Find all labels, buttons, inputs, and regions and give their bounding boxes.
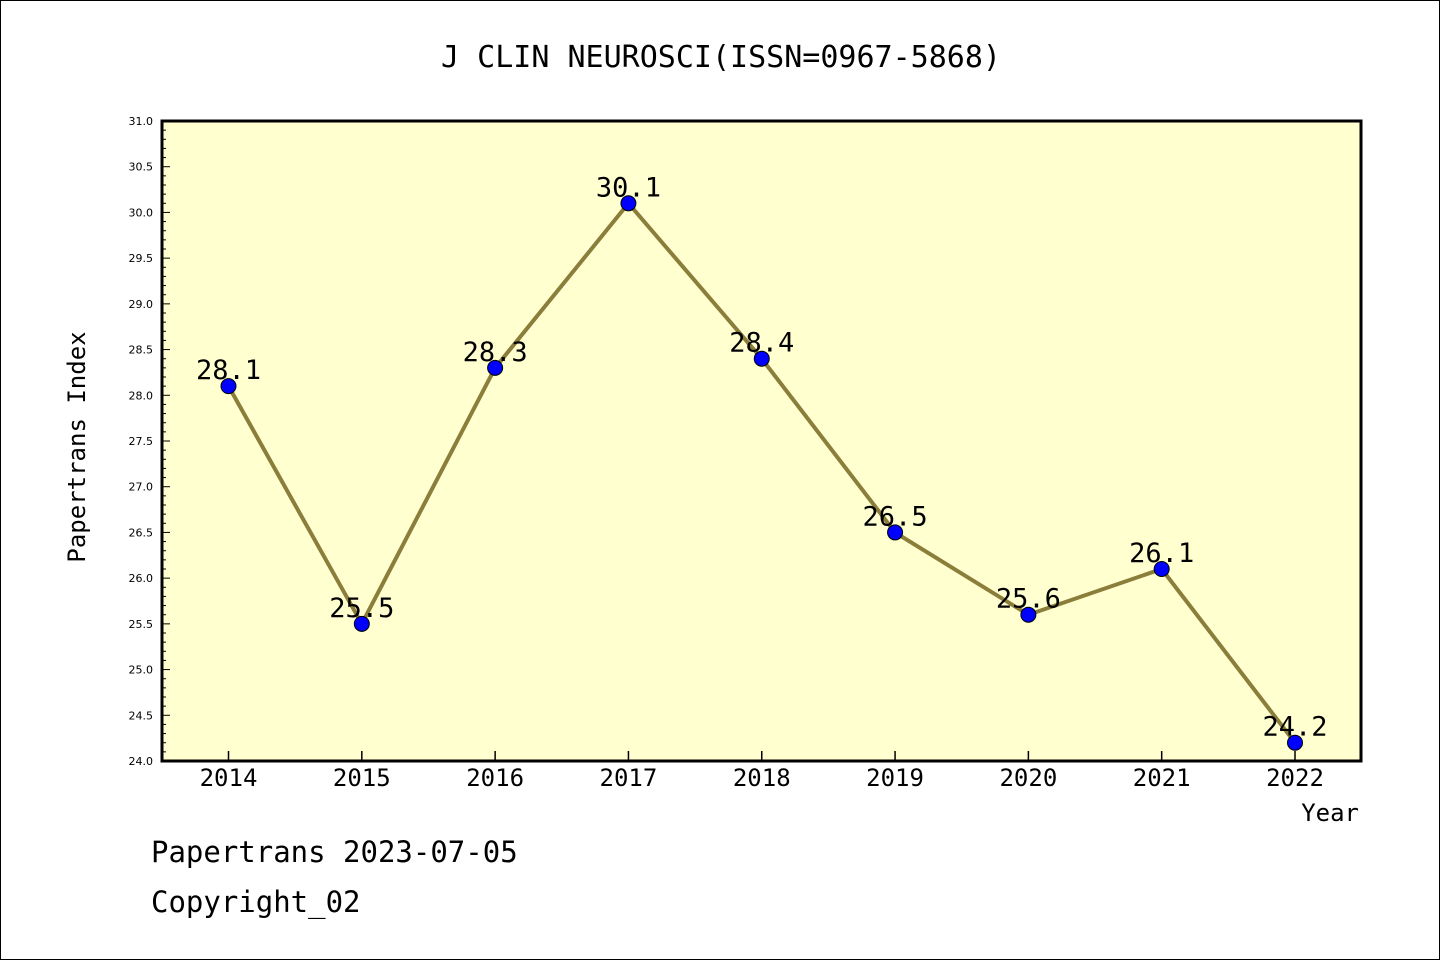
- y-tick-label: 24.5: [129, 709, 154, 722]
- y-tick-label: 29.5: [129, 252, 154, 265]
- y-tick-label: 30.0: [129, 206, 154, 219]
- plot-border: [160, 119, 1363, 763]
- x-tick-label: 2016: [466, 764, 524, 792]
- x-axis-label: Year: [1301, 799, 1359, 827]
- data-label: 28.3: [463, 337, 528, 368]
- x-tick-label: 2017: [600, 764, 658, 792]
- data-label: 30.1: [596, 172, 661, 203]
- data-label: 25.6: [996, 584, 1061, 615]
- y-axis-label: Papertrans Index: [63, 331, 91, 562]
- y-tick-label: 31.0: [129, 115, 154, 128]
- x-tick-label: 2014: [200, 764, 258, 792]
- data-point: [487, 359, 504, 376]
- data-label: 25.5: [329, 593, 394, 624]
- data-label: 26.1: [1129, 538, 1194, 569]
- y-tick-label: 28.0: [129, 389, 154, 402]
- data-label: 24.2: [1262, 712, 1327, 743]
- chart-title: J CLIN NEUROSCI(ISSN=0967-5868): [441, 40, 1001, 75]
- data-point: [887, 524, 904, 541]
- y-tick-label: 26.0: [129, 572, 154, 585]
- data-point: [220, 378, 237, 395]
- footer-copyright: Copyright_02: [151, 885, 361, 919]
- data-point: [753, 350, 770, 367]
- data-labels: 28.1 25.5 28.3 30.1 28.4 26.5 25.6 26.1 24.2: [196, 172, 1328, 742]
- y-tick-label: 24.0: [129, 755, 154, 768]
- y-tick-label: 26.5: [129, 526, 154, 539]
- data-point: [620, 195, 637, 212]
- x-tick-label: 2019: [866, 764, 924, 792]
- x-axis-ticks: 2014 2015 2016 2017 2018 2019 2020 2021 2022: [200, 751, 1324, 792]
- data-point: [353, 615, 370, 632]
- data-label: 28.1: [196, 355, 261, 386]
- plot-area: [162, 121, 1361, 761]
- x-tick-label: 2022: [1266, 764, 1324, 792]
- y-tick-label: 25.5: [129, 618, 154, 631]
- y-tick-label: 27.5: [129, 435, 154, 448]
- y-tick-label: 27.0: [129, 481, 154, 494]
- y-tick-label: 25.0: [129, 664, 154, 677]
- footer-date: Papertrans 2023-07-05: [151, 835, 518, 869]
- x-tick-label: 2018: [733, 764, 791, 792]
- y-tick-label: 30.5: [129, 161, 154, 174]
- y-tick-label: 29.0: [129, 298, 154, 311]
- data-label: 28.4: [729, 328, 794, 359]
- x-tick-label: 2020: [999, 764, 1057, 792]
- y-tick-label: 28.5: [129, 344, 154, 357]
- data-point: [1153, 561, 1170, 577]
- data-point: [1287, 734, 1303, 751]
- series-markers: [220, 195, 1303, 751]
- x-tick-label: 2021: [1133, 764, 1191, 792]
- data-point: [1020, 606, 1037, 623]
- y-axis-ticks: 24.0 24.5 25.0 25.5 26.0 26.5 27.0 27.5 28.0 28.5…: [129, 115, 170, 768]
- x-tick-label: 2015: [333, 764, 391, 792]
- data-label: 26.5: [863, 501, 928, 532]
